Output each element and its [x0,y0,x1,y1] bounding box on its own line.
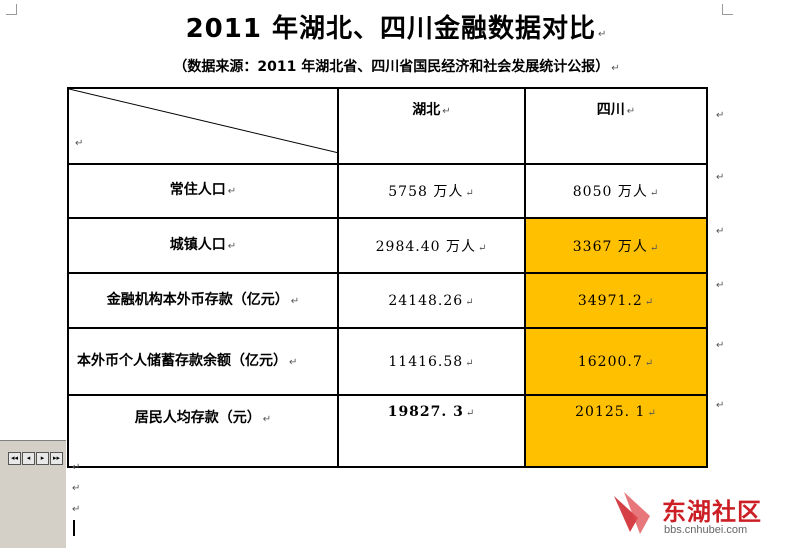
title-text: 2011 年湖北、四川金融数据对比 [185,14,597,44]
header-sichuan: 四川 ↵ [524,87,708,165]
diagonal-line [69,89,339,153]
sichuan-value-highlighted: 34971.2 ↵ [524,272,708,329]
previous-page-button[interactable]: ◂ [22,452,35,465]
comparison-table: ↵ 湖北 ↵ 四川 ↵ 常住人口 ↵ 5758 万人 ↵ 8050 万人 ↵ 城镇人口 ↵ … [67,87,708,468]
paragraph-mark: ↵ [75,138,84,149]
table-row: 金融机构本外币存款（亿元） ↵ 24148.26 ↵ 34971.2 ↵ [67,272,708,329]
table-header-row: ↵ 湖北 ↵ 四川 ↵ [67,87,708,165]
row-end-mark: ↵ [716,280,725,291]
sichuan-value-highlighted: 20125. 1 ↵ [524,394,708,468]
text-cursor [73,520,75,536]
next-page-button[interactable]: ▸ [36,452,49,465]
row-label-permanent-population: 常住人口 ↵ [67,163,339,219]
row-label-deposits: 金融机构本外币存款（亿元） ↵ [67,272,339,329]
community-logo-icon [614,492,650,534]
subtitle-text: （数据来源：2011 年湖北省、四川省国民经济和社会发展统计公报） [173,59,610,75]
paragraph-mark: ↵ [72,504,81,515]
row-end-mark: ↵ [716,226,725,237]
last-page-button[interactable]: ▸▸ [50,452,63,465]
page-corner-mark-left [6,4,17,15]
hubei-value: 5758 万人 ↵ [337,163,526,219]
hubei-value: 2984.40 万人 ↵ [337,217,526,274]
header-diagonal-cell: ↵ [67,87,339,165]
document-title: 2011 年湖北、四川金融数据对比 ↵ [0,8,793,45]
paragraph-mark: ↵ [72,462,81,473]
row-end-mark: ↵ [716,172,725,183]
hubei-value: 24148.26 ↵ [337,272,526,329]
paragraph-mark: ↵ [611,63,620,74]
first-page-button[interactable]: ◂◂ [8,452,21,465]
watermark-url: bbs.cnhubei.com [664,524,748,536]
row-label-savings: 本外币个人储蓄存款余额（亿元） ↵ [67,327,339,396]
watermark-name: 东湖社区 [662,498,762,526]
table-row: 城镇人口 ↵ 2984.40 万人 ↵ 3367 万人 ↵ [67,217,708,274]
row-label-urban-population: 城镇人口 ↵ [67,217,339,274]
hubei-value: 19827. 3 ↵ [337,394,526,468]
table-row: 居民人均存款（元） ↵ 19827. 3 ↵ 20125. 1 ↵ [67,394,708,468]
page-corner-mark-right [722,4,733,15]
watermark: 东湖社区 bbs.cnhubei.com [610,488,790,544]
page-nav-buttons: ◂◂ ◂ ▸ ▸▸ [8,452,63,465]
row-end-mark: ↵ [716,340,725,351]
row-label-per-capita-deposit: 居民人均存款（元） ↵ [67,394,339,468]
paragraph-mark: ↵ [72,483,81,494]
sichuan-value: 8050 万人 ↵ [524,163,708,219]
table-row: 常住人口 ↵ 5758 万人 ↵ 8050 万人 ↵ [67,163,708,219]
document-subtitle: （数据来源：2011 年湖北省、四川省国民经济和社会发展统计公报） ↵ [0,56,793,76]
row-end-mark: ↵ [716,110,725,121]
hubei-value: 11416.58 ↵ [337,327,526,396]
sichuan-value-highlighted: 3367 万人 ↵ [524,217,708,274]
table-row: 本外币个人储蓄存款余额（亿元） ↵ 11416.58 ↵ 16200.7 ↵ [67,327,708,396]
row-end-mark: ↵ [716,400,725,411]
header-hubei: 湖北 ↵ [337,87,526,165]
paragraph-mark: ↵ [598,29,608,40]
sichuan-value-highlighted: 16200.7 ↵ [524,327,708,396]
